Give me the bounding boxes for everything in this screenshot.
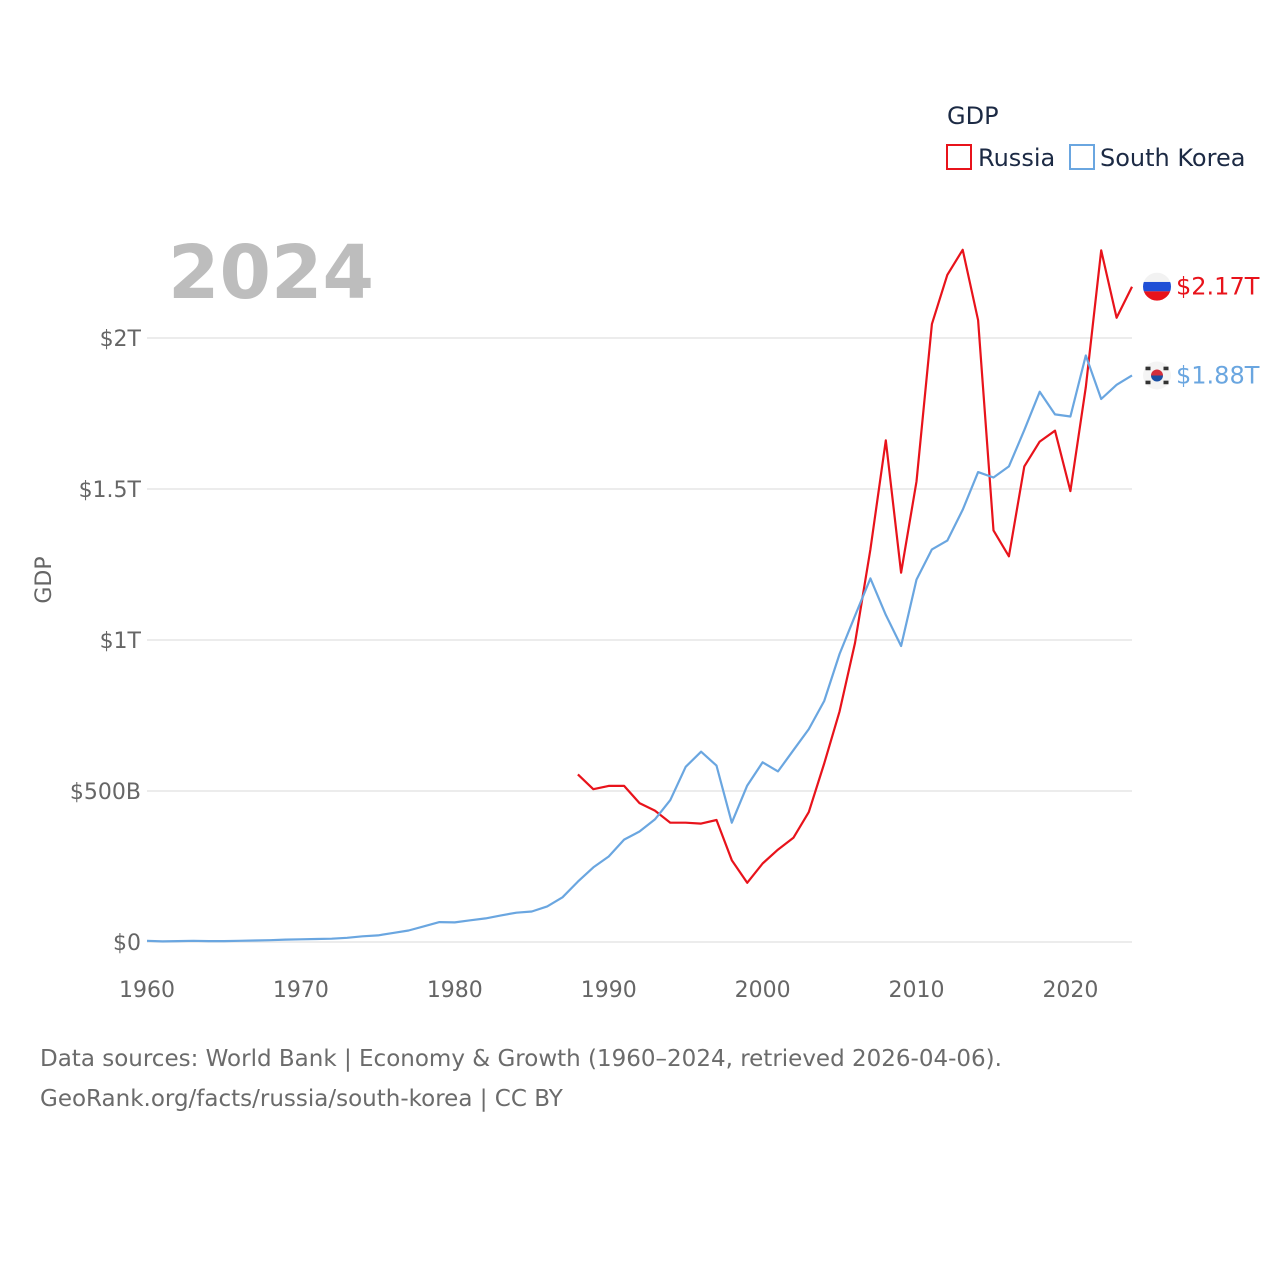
gridlines <box>147 337 1132 943</box>
legend: GDP Russia South Korea <box>946 102 1245 172</box>
legend-label-russia[interactable]: Russia <box>978 144 1055 172</box>
gdp-line-chart: $0 $500B $1T $1.5T $2T 1960 1970 1980 1990 2000 2… <box>32 102 1260 1003</box>
legend-label-south-korea[interactable]: South Korea <box>1100 144 1245 172</box>
series-lines <box>146 248 1133 943</box>
y-tick-label: $0 <box>113 931 141 956</box>
y-tick-label: $2T <box>100 327 142 352</box>
y-tick-label: $500B <box>70 780 141 805</box>
end-value-label-south-korea: $1.88T <box>1176 361 1260 389</box>
y-tick-label: $1.5T <box>79 478 142 503</box>
x-tick-label: 1960 <box>119 978 175 1003</box>
x-tick-label: 1980 <box>427 978 483 1003</box>
footer-source: Data sources: World Bank | Economy & Gro… <box>40 1046 1002 1072</box>
south-korea-flag-icon <box>1143 361 1171 390</box>
x-tick-label: 1990 <box>581 978 637 1003</box>
legend-swatch-south-korea[interactable] <box>1069 144 1095 170</box>
y-tick-label: $1T <box>100 629 142 654</box>
legend-title: GDP <box>947 102 999 130</box>
series-line-south-korea[interactable] <box>146 354 1133 943</box>
x-tick-label: 1970 <box>273 978 329 1003</box>
legend-swatch-russia[interactable] <box>946 144 972 170</box>
y-axis-label: GDP <box>32 556 57 603</box>
end-value-label-russia: $2.17T <box>1176 273 1260 301</box>
x-tick-label: 2020 <box>1042 978 1098 1003</box>
x-tick-label: 2000 <box>735 978 791 1003</box>
russia-flag-icon <box>1143 272 1171 301</box>
x-tick-label: 2010 <box>889 978 945 1003</box>
year-label: 2024 <box>168 230 374 316</box>
y-axis-ticks: $0 $500B $1T $1.5T $2T <box>70 327 142 956</box>
footer-credit[interactable]: GeoRank.org/facts/russia/south-korea | C… <box>40 1086 563 1112</box>
x-axis-ticks: 1960 1970 1980 1990 2000 2010 2020 <box>119 978 1098 1003</box>
end-markers: $2.17T $1.88T <box>1143 272 1260 390</box>
series-line-russia[interactable] <box>577 248 1133 884</box>
